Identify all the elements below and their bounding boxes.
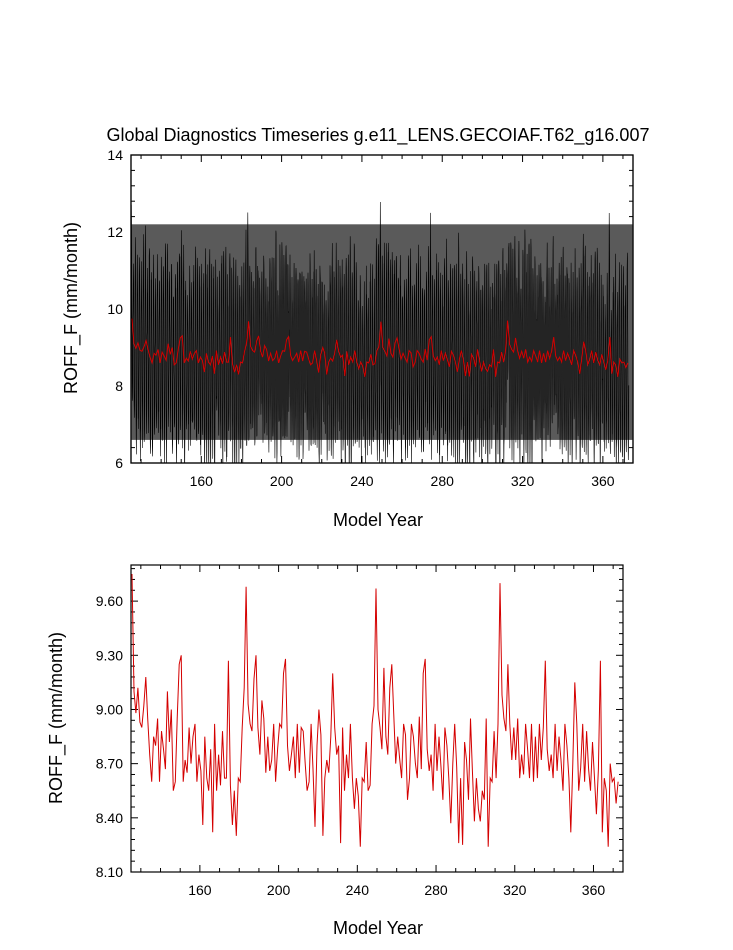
y-tick-label: 8.70: [96, 756, 123, 772]
x-tick-label: 320: [503, 882, 527, 898]
y-tick-label: 8: [115, 378, 123, 394]
plot-frame: [130, 564, 624, 873]
x-tick-label: 360: [582, 882, 606, 898]
x-tick-label: 240: [346, 882, 370, 898]
x-axis-label: Model Year: [333, 918, 423, 938]
y-tick-label: 12: [107, 224, 123, 240]
x-tick-label: 160: [188, 882, 212, 898]
y-tick-label: 8.10: [96, 864, 123, 880]
bottom-plot-area: 160 200 240 280 320 360 8.10 8.40 8.70 9.00 9.30 9.…: [96, 564, 624, 898]
plot-frame: [130, 154, 634, 464]
x-tick-label: 280: [431, 473, 455, 489]
annual-mean-line: [131, 573, 619, 847]
y-axis-label: ROFF_F (mm/month): [46, 632, 67, 804]
x-tick-label: 160: [190, 473, 214, 489]
y-tick-label: 9.00: [96, 701, 123, 717]
x-tick-label: 360: [591, 473, 615, 489]
top-plot-area: 160 200 240 280 320 360 6 8 10 12 14: [107, 147, 634, 489]
x-tick-label: 200: [270, 473, 294, 489]
x-tick-label: 200: [267, 882, 291, 898]
x-axis-label: Model Year: [333, 510, 423, 530]
x-tick-label: 280: [424, 882, 448, 898]
annual-mean-line: [131, 318, 629, 377]
top-panel: Global Diagnostics Timeseries g.e11_LENS…: [61, 125, 649, 530]
monthly-series-line: [131, 201, 630, 463]
y-tick-label: 9.30: [96, 647, 123, 663]
x-tick-label: 320: [511, 473, 535, 489]
y-tick-label: 6: [115, 455, 123, 471]
chart-title: Global Diagnostics Timeseries g.e11_LENS…: [107, 125, 650, 146]
y-axis-label: ROFF_F (mm/month): [61, 222, 82, 394]
bottom-panel: Model Year ROFF_F (mm/month) 160 200 240 28…: [46, 564, 624, 938]
y-tick-label: 9.60: [96, 593, 123, 609]
y-tick-label: 10: [107, 301, 123, 317]
y-tick-label: 8.40: [96, 810, 123, 826]
y-tick-label: 14: [107, 147, 123, 163]
x-tick-label: 240: [350, 473, 374, 489]
